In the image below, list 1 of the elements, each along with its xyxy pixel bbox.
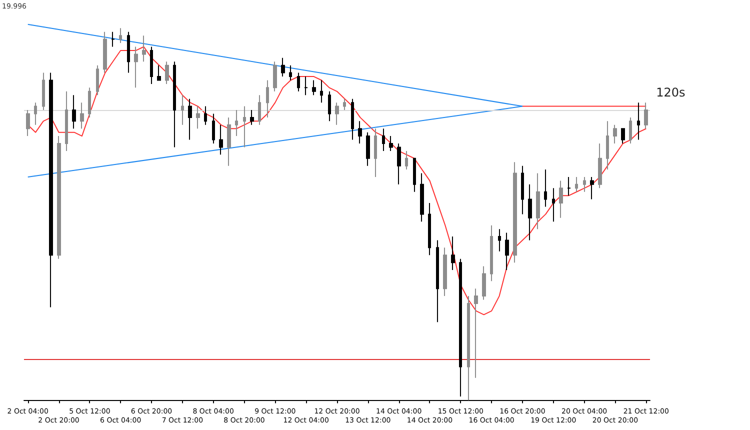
annotation: 120s	[656, 85, 686, 100]
